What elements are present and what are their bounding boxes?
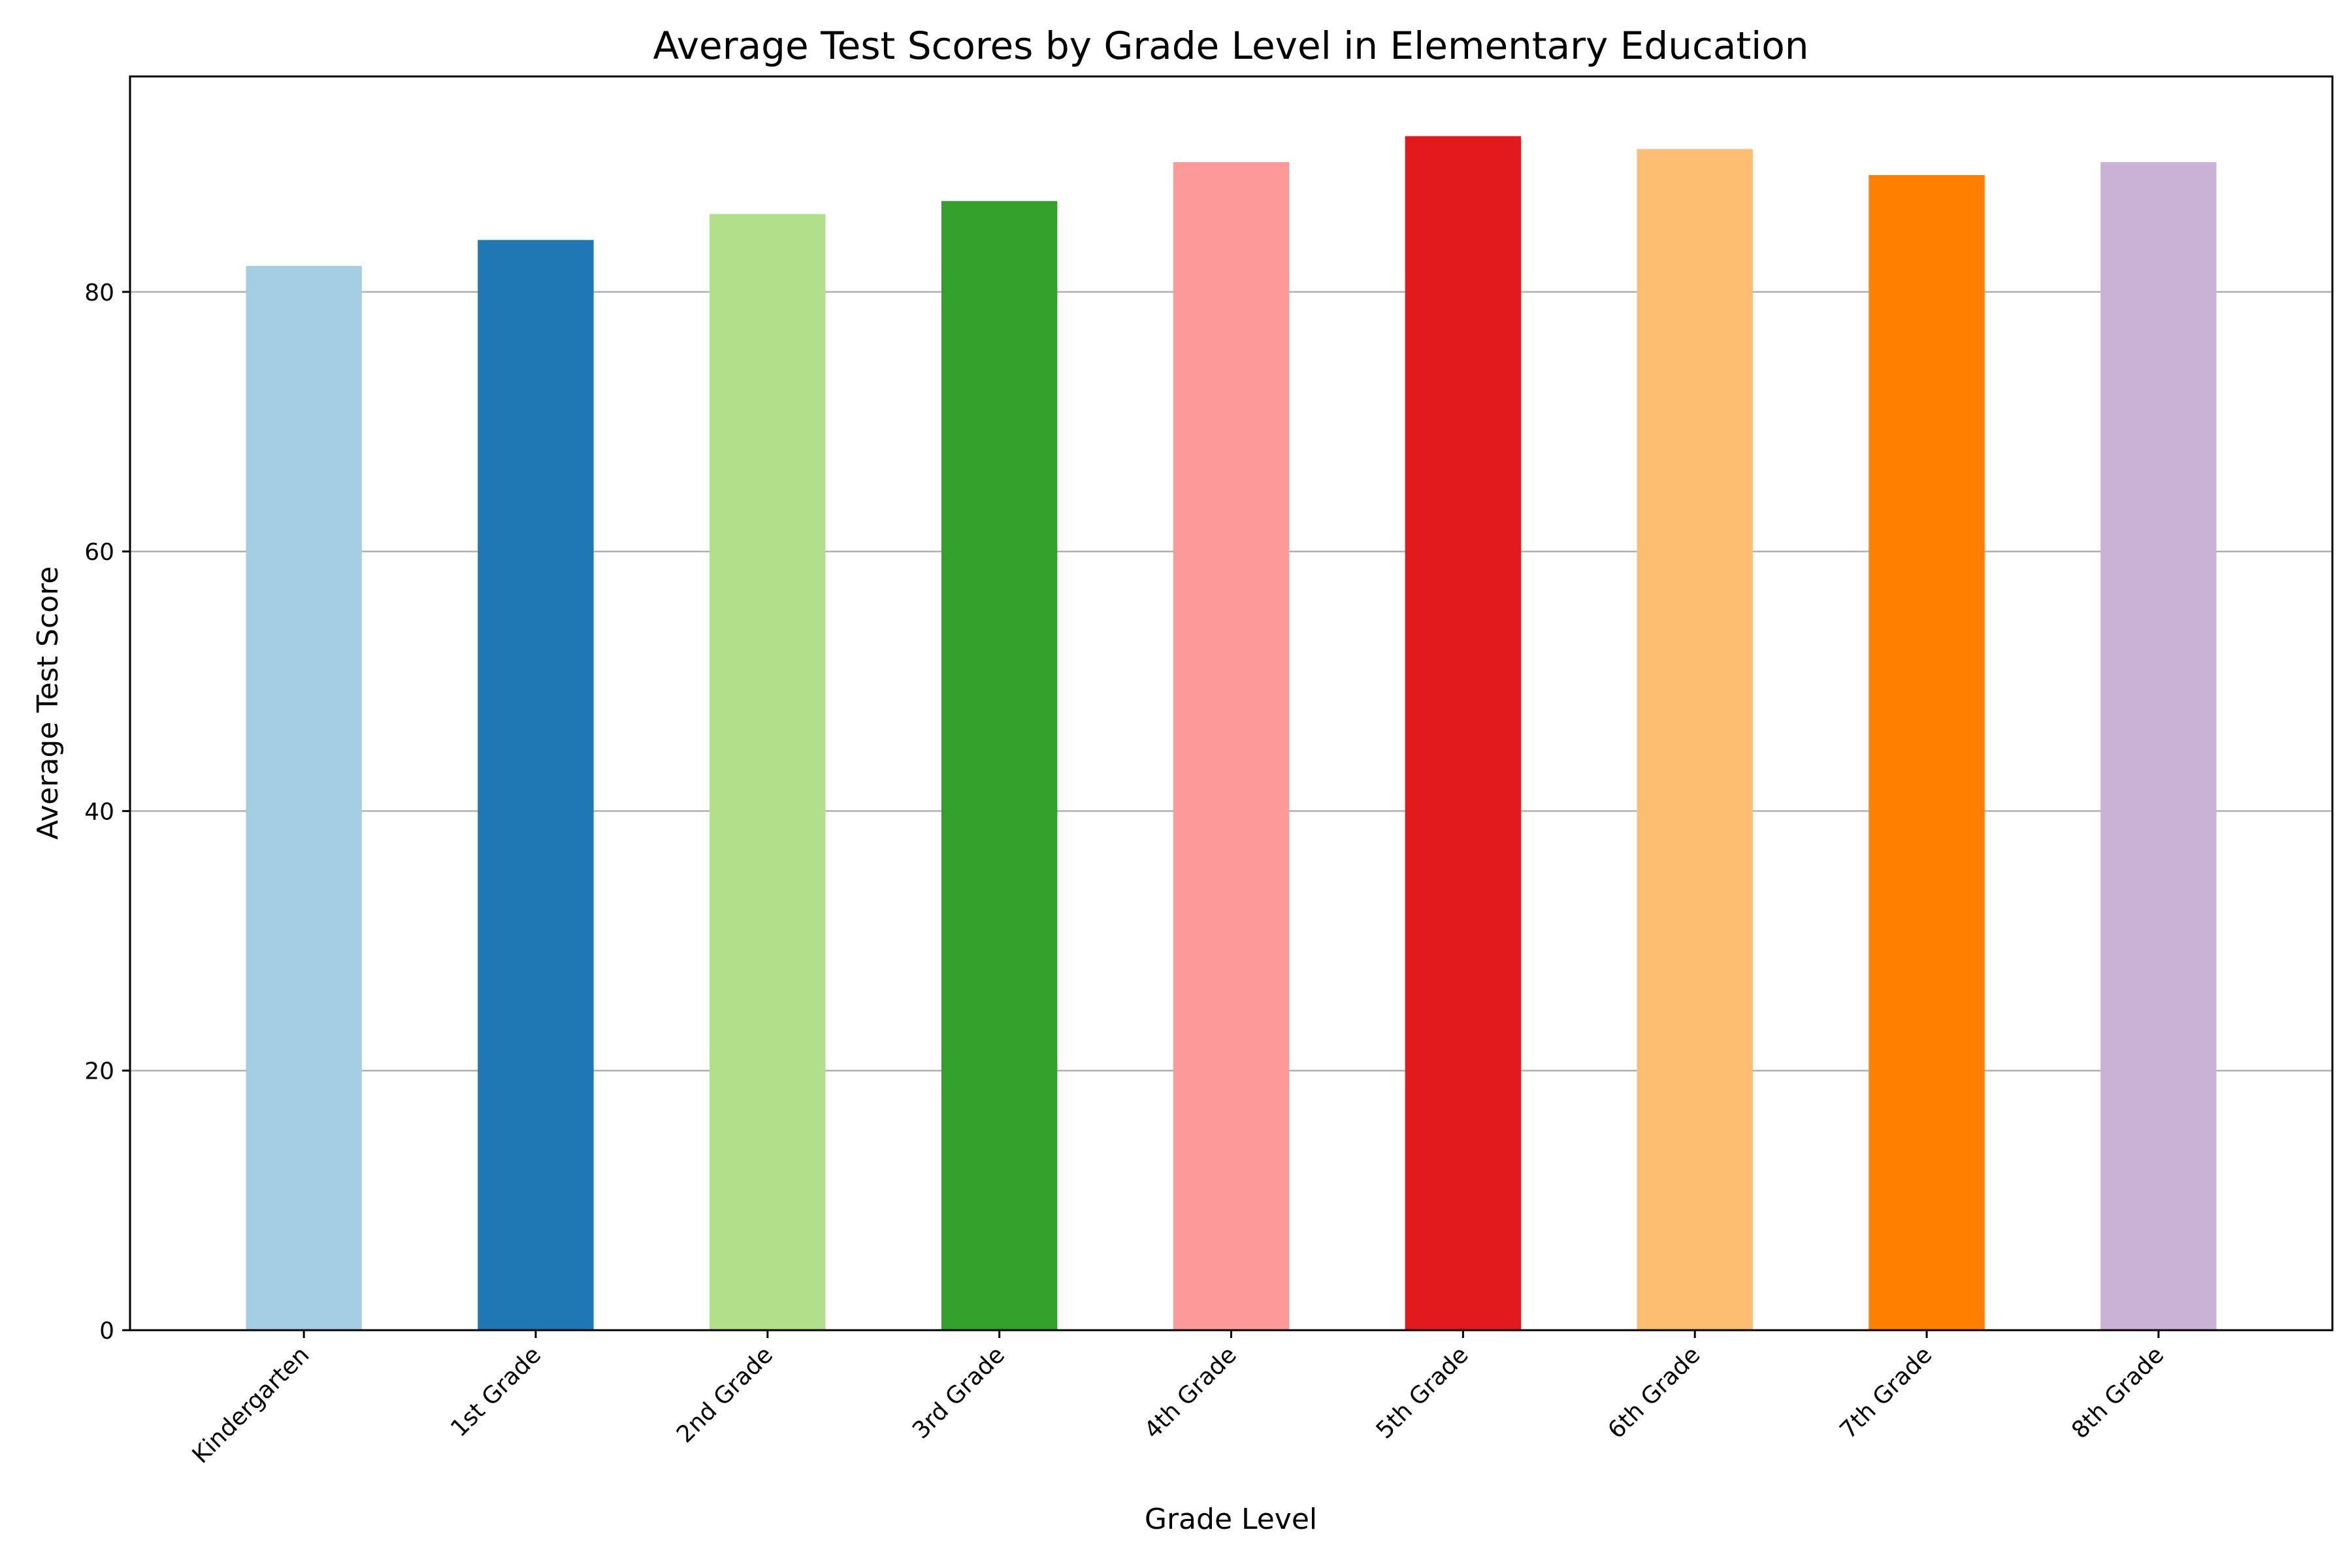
y-tick-label: 40 bbox=[84, 798, 114, 825]
y-tick-label: 60 bbox=[84, 539, 114, 566]
bar bbox=[1405, 136, 1522, 1330]
x-axis-label: Grade Level bbox=[1145, 1503, 1317, 1536]
y-tick-label: 0 bbox=[99, 1318, 114, 1345]
bar bbox=[710, 214, 826, 1330]
y-tick-label: 80 bbox=[84, 280, 114, 306]
bar bbox=[478, 240, 594, 1331]
bar bbox=[2100, 162, 2217, 1330]
bar bbox=[246, 266, 362, 1331]
y-axis-label: Average Test Score bbox=[31, 566, 65, 840]
y-axis-ticks: 0 20 40 60 80 bbox=[84, 280, 130, 1345]
bar bbox=[1173, 162, 1290, 1330]
y-tick-label: 20 bbox=[84, 1058, 114, 1085]
bar bbox=[941, 201, 1058, 1331]
chart-title: Average Test Scores by Grade Level in El… bbox=[653, 24, 1808, 68]
bar bbox=[1637, 149, 1753, 1331]
bars bbox=[246, 136, 2217, 1331]
bar bbox=[1869, 174, 1985, 1330]
